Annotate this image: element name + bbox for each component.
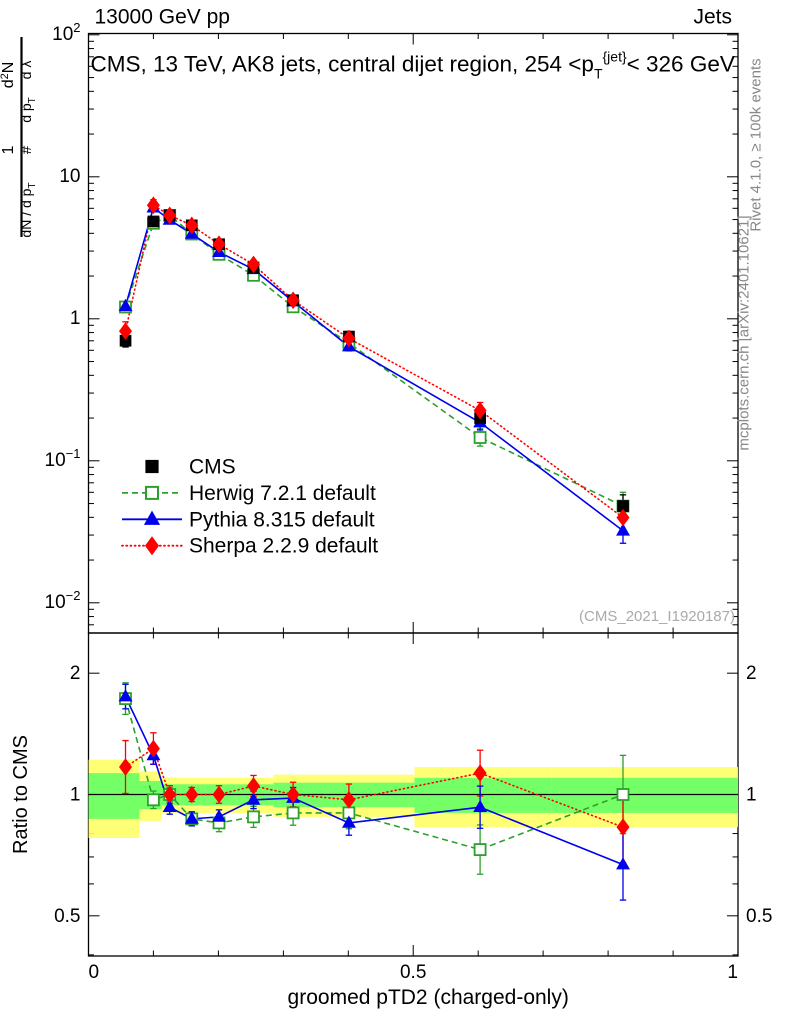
svg-text:1: 1 — [727, 962, 738, 983]
svg-text:13000 GeV pp: 13000 GeV pp — [95, 6, 230, 29]
svg-text:#: # — [18, 145, 35, 154]
svg-text:Herwig 7.2.1 default: Herwig 7.2.1 default — [189, 482, 376, 505]
svg-text:0.5: 0.5 — [746, 906, 772, 927]
svg-text:0: 0 — [89, 962, 100, 983]
svg-text:(CMS_2021_I1920187): (CMS_2021_I1920187) — [579, 608, 735, 625]
svg-text:Sherpa 2.2.9 default: Sherpa 2.2.9 default — [189, 535, 378, 558]
svg-text:1: 1 — [70, 785, 81, 806]
svg-text:2: 2 — [70, 663, 81, 684]
svg-text:Jets: Jets — [693, 6, 732, 29]
svg-text:Rivet 4.1.0, ≥ 100k events: Rivet 4.1.0, ≥ 100k events — [748, 58, 765, 231]
svg-text:1: 1 — [0, 145, 17, 154]
svg-text:0.5: 0.5 — [400, 962, 426, 983]
svg-text:CMS: CMS — [189, 456, 236, 479]
svg-text:Ratio to CMS: Ratio to CMS — [10, 735, 32, 854]
svg-text:10: 10 — [59, 166, 80, 187]
svg-text:0.5: 0.5 — [54, 906, 80, 927]
svg-text:2: 2 — [746, 663, 757, 684]
svg-text:d λ: d λ — [18, 61, 34, 80]
svg-text:1: 1 — [70, 308, 81, 329]
svg-text:Pythia 8.315 default: Pythia 8.315 default — [189, 508, 375, 531]
svg-text:groomed pTD2 (charged-only): groomed pTD2 (charged-only) — [288, 986, 569, 1009]
svg-text:mcplots.cern.ch [arXiv:2401.10: mcplots.cern.ch [arXiv:2401.10621] — [736, 215, 753, 450]
svg-text:1: 1 — [746, 785, 757, 806]
